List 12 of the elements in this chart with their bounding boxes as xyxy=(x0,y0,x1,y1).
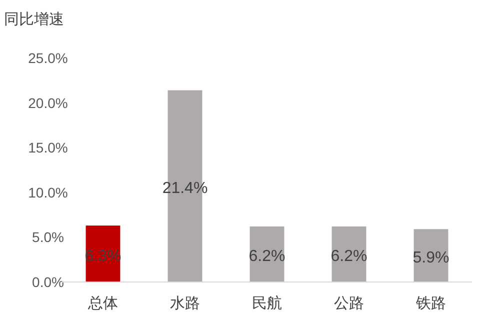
y-tick-label: 5.0% xyxy=(32,229,64,246)
x-tick-label: 公路 xyxy=(334,295,364,312)
y-tick-label: 20.0% xyxy=(28,94,68,111)
y-axis-title: 同比增速 xyxy=(4,11,64,28)
y-tick-label: 15.0% xyxy=(28,140,68,156)
y-tick-label: 10.0% xyxy=(28,184,68,200)
y-tick-label: 25.0% xyxy=(28,50,68,66)
x-tick-label: 民航 xyxy=(252,295,282,312)
y-tick-label: 0.0% xyxy=(32,274,64,290)
x-tick-label: 铁路 xyxy=(415,295,446,312)
x-tick-label: 总体 xyxy=(87,295,118,312)
x-tick-label: 水路 xyxy=(170,295,200,312)
